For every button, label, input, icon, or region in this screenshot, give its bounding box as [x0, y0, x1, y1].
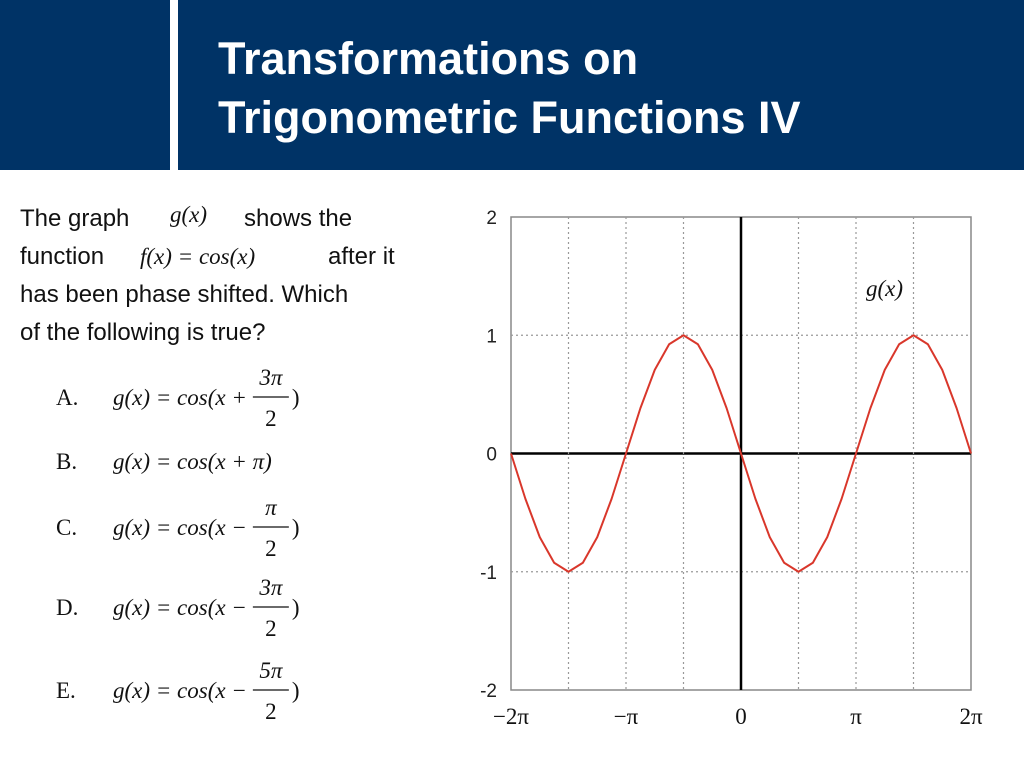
y-tick-label: -2 [480, 681, 497, 702]
title-line: Trigonometric Functions IV [218, 92, 801, 143]
option-formula: ) [292, 595, 300, 620]
option-label: C. [56, 515, 77, 540]
option-label: D. [56, 595, 78, 620]
option-formula: g(x) = cos(x + [113, 385, 247, 410]
inline-formula: f(x) = cos(x) [140, 244, 255, 269]
question-text: function [20, 243, 104, 270]
question-text: of the following is true? [20, 319, 265, 346]
x-tick-label: −2π [493, 704, 529, 729]
curve [510, 334, 972, 573]
inline-formula: g(x) [170, 202, 207, 227]
curve-label: g(x) [866, 276, 903, 301]
header-stripe [170, 0, 178, 170]
fraction-denominator: 2 [265, 616, 277, 641]
fraction-denominator: 2 [265, 406, 277, 431]
fraction-numerator: 5π [259, 658, 284, 683]
title-line: Transformations on [218, 33, 638, 84]
option-label: E. [56, 678, 76, 703]
option-label: A. [56, 385, 78, 410]
y-tick-label: 0 [486, 445, 497, 466]
y-tick-label: -1 [480, 563, 497, 584]
fraction-denominator: 2 [265, 699, 277, 724]
fraction-numerator: 3π [258, 575, 284, 600]
x-tick-label: π [850, 704, 862, 729]
option-formula: ) [292, 515, 300, 540]
fraction-numerator: 3π [258, 365, 284, 390]
option-formula: g(x) = cos(x − [113, 515, 247, 540]
option-formula: g(x) = cos(x − [113, 678, 247, 703]
question-text: has been phase shifted. Which [20, 281, 348, 308]
x-tick-label: 2π [959, 704, 983, 729]
header-band [0, 0, 1024, 170]
x-tick-label: 0 [735, 704, 747, 729]
option-formula: g(x) = cos(x − [113, 595, 247, 620]
y-tick-label: 2 [486, 208, 497, 229]
option-formula: ) [292, 678, 300, 703]
option-formula: g(x) = cos(x + π) [113, 449, 272, 474]
question-text: The graph [20, 205, 129, 232]
x-tick-label: −π [614, 704, 639, 729]
question-text: shows the [244, 205, 352, 232]
option-formula: ) [292, 385, 300, 410]
fraction-numerator: π [265, 495, 278, 520]
option-label: B. [56, 449, 77, 474]
fraction-denominator: 2 [265, 536, 277, 561]
question-text: after it [328, 243, 395, 270]
y-tick-label: 1 [486, 326, 497, 347]
